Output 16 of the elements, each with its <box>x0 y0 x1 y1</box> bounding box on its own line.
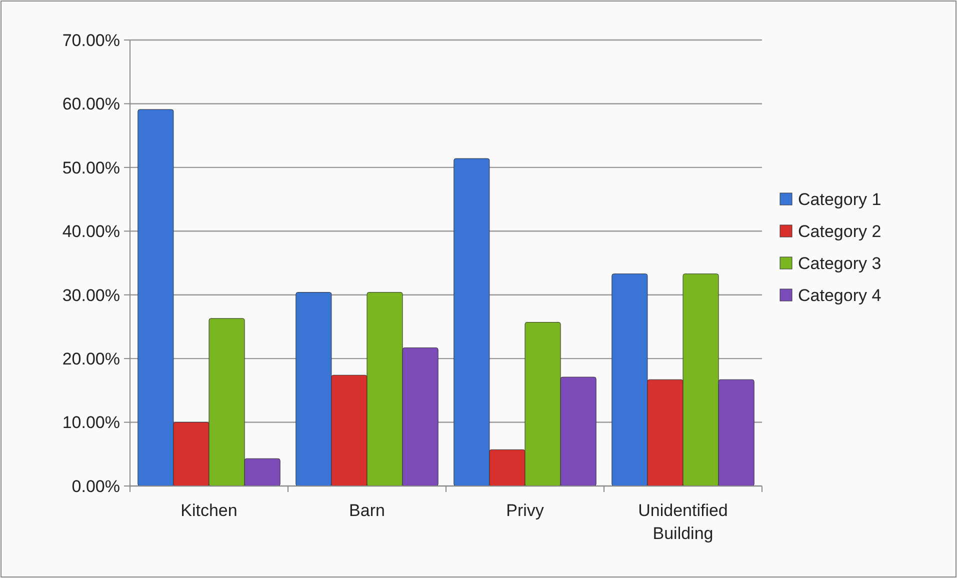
x-tick-label: Unidentified Building <box>638 501 728 543</box>
y-tick-label: 60.00% <box>62 94 120 114</box>
legend-label: Category 1 <box>798 190 882 209</box>
legend-label: Category 3 <box>798 254 882 273</box>
y-tick-label: 40.00% <box>62 222 120 242</box>
y-tick-label: 70.00% <box>62 30 120 50</box>
y-tick-label: 10.00% <box>62 413 120 432</box>
x-tick-label: Barn <box>349 501 385 520</box>
y-tick-label: 20.00% <box>62 350 120 369</box>
y-tick-label: 30.00% <box>62 286 120 305</box>
y-tick-label: 0.00% <box>72 476 120 496</box>
legend-label: Category 4 <box>798 286 882 305</box>
y-tick-label: 50.00% <box>62 158 120 178</box>
legend-label: Category 2 <box>798 222 882 241</box>
x-tick-label: Privy <box>506 501 544 520</box>
x-tick-label: Kitchen <box>180 501 238 520</box>
